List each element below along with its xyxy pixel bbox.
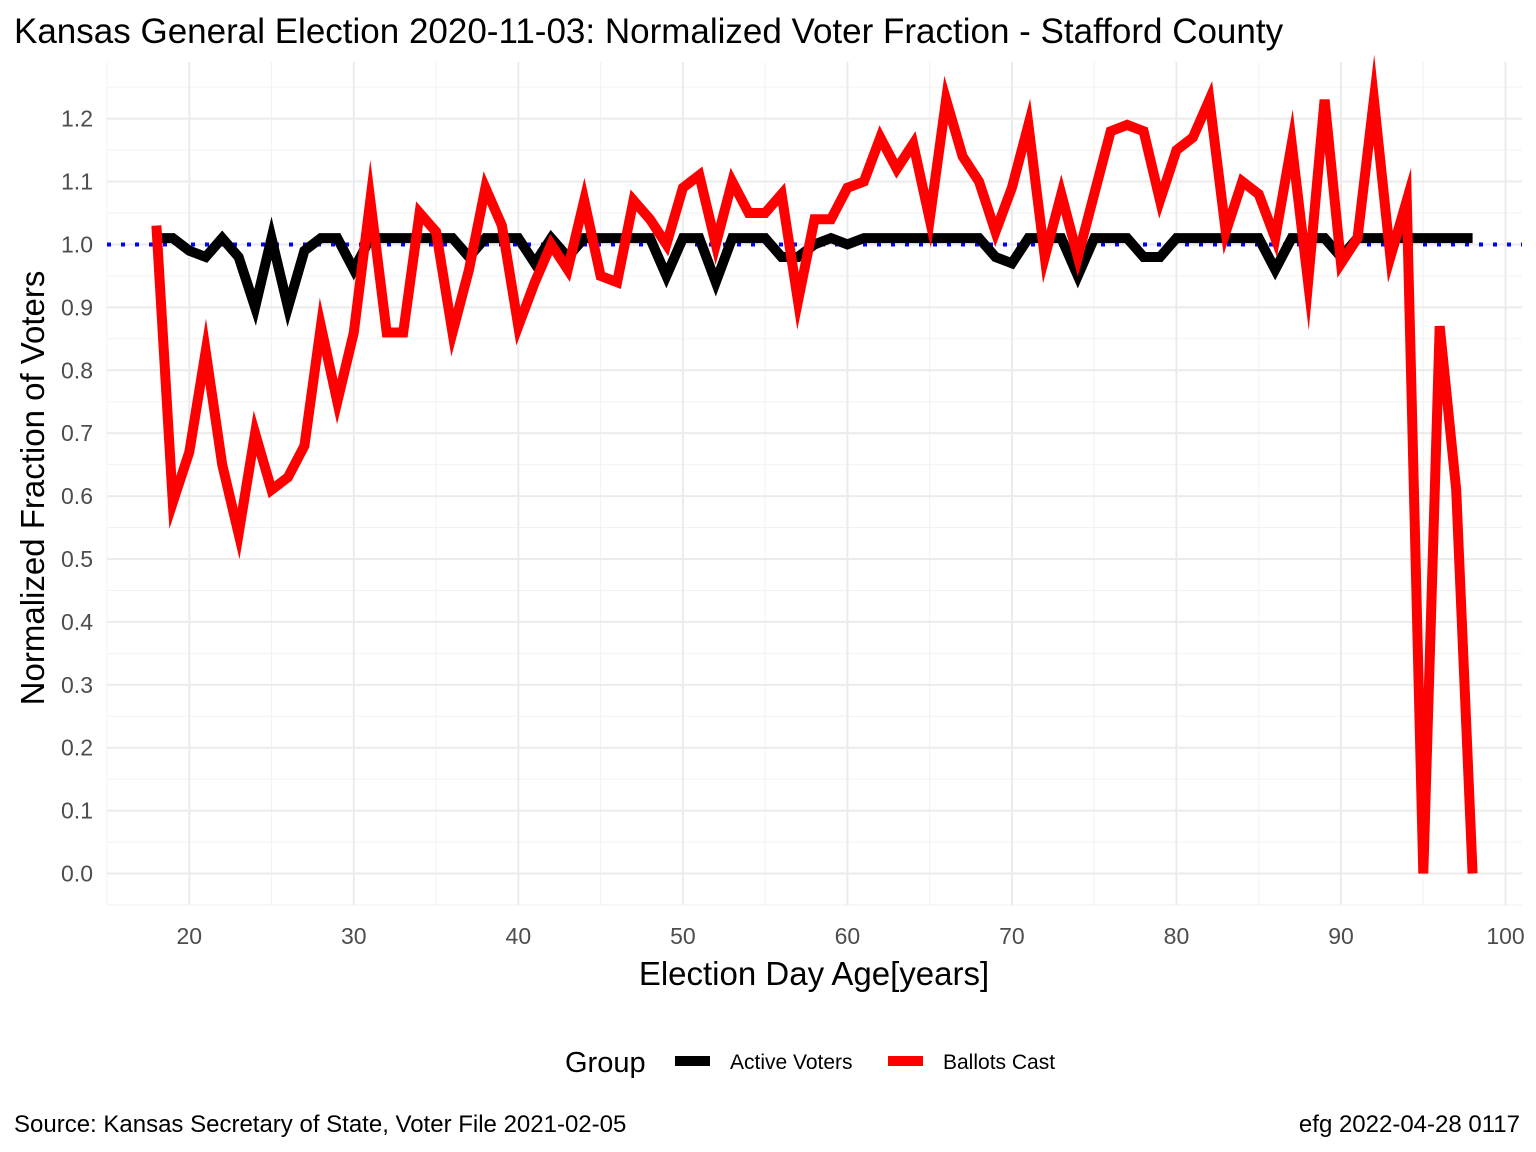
legend-label-ballots-cast: Ballots Cast — [943, 1051, 1055, 1074]
chart-title: Kansas General Election 2020-11-03: Norm… — [14, 12, 1284, 51]
y-tick-label: 0.7 — [61, 420, 93, 446]
legend: Group Active Voters Ballots Cast — [565, 1047, 1055, 1079]
legend-label-active-voters: Active Voters — [730, 1051, 853, 1074]
x-tick-label: 20 — [176, 923, 202, 949]
y-tick-label: 0.1 — [61, 798, 93, 824]
minor-gridlines — [106, 62, 1522, 906]
x-tick-label: 70 — [999, 923, 1025, 949]
credit-caption: efg 2022-04-28 0117 — [1299, 1111, 1520, 1138]
x-tick-label: 30 — [341, 923, 367, 949]
y-tick-label: 0.8 — [61, 357, 93, 383]
y-tick-label: 0.0 — [61, 861, 93, 887]
major-gridlines — [107, 62, 1522, 905]
x-tick-labels: 20 30 40 50 60 70 80 90 100 — [176, 923, 1524, 949]
series-line-ballots-cast — [151, 54, 1478, 874]
x-axis-title: Election Day Age[years] — [639, 955, 989, 992]
y-tick-label: 0.6 — [61, 483, 93, 509]
y-tick-label: 1.0 — [61, 231, 93, 257]
x-tick-label: 90 — [1328, 923, 1354, 949]
y-tick-label: 0.9 — [61, 294, 93, 320]
y-axis-title: Normalized Fraction of Voters — [14, 271, 51, 706]
y-tick-label: 1.1 — [61, 169, 93, 195]
x-tick-label: 40 — [506, 923, 532, 949]
source-caption: Source: Kansas Secretary of State, Voter… — [14, 1111, 626, 1138]
y-tick-label: 0.5 — [61, 546, 93, 572]
y-tick-label: 0.4 — [61, 609, 93, 635]
legend-title: Group — [565, 1047, 646, 1079]
y-tick-label: 0.2 — [61, 735, 93, 761]
y-tick-label: 1.2 — [61, 106, 93, 132]
x-tick-label: 80 — [1164, 923, 1190, 949]
y-tick-labels: 0.0 0.1 0.2 0.3 0.4 0.5 0.6 0.7 0.8 0.9 1.0 1.1 1.2 — [61, 106, 93, 887]
x-tick-label: 60 — [835, 923, 861, 949]
x-tick-label: 50 — [670, 923, 696, 949]
x-tick-label: 100 — [1486, 923, 1524, 949]
series-lines — [151, 54, 1478, 874]
y-tick-label: 0.3 — [61, 672, 93, 698]
